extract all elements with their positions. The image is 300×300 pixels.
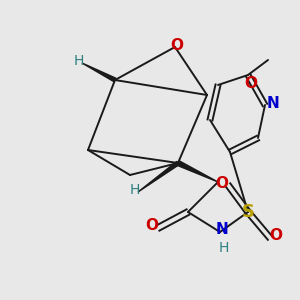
Text: O: O (269, 229, 283, 244)
Text: N: N (216, 223, 228, 238)
Text: O: O (170, 38, 184, 52)
Text: O: O (244, 76, 257, 91)
Text: H: H (219, 241, 229, 255)
Text: H: H (130, 183, 140, 197)
Polygon shape (82, 63, 116, 82)
Text: N: N (267, 97, 279, 112)
Text: O: O (146, 218, 158, 233)
Text: O: O (215, 176, 229, 190)
Text: S: S (242, 203, 254, 221)
Polygon shape (138, 161, 179, 192)
Polygon shape (177, 161, 218, 182)
Text: H: H (74, 54, 84, 68)
